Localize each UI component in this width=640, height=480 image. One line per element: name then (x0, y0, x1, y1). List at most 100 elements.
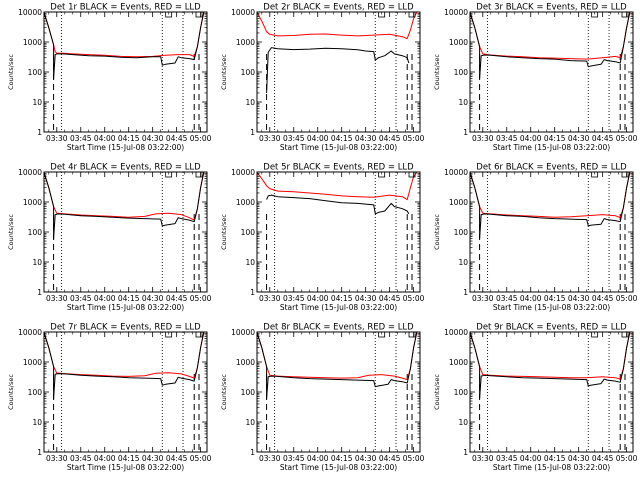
y-axis-label: Counts/sec (220, 214, 228, 250)
x-tick-label: 04:15 (331, 134, 353, 143)
x-tick-label: 05:00 (190, 134, 212, 143)
y-tick-label: 100 (28, 388, 43, 397)
x-tick-label: 04:45 (166, 134, 188, 143)
y-tick-label: 10 (458, 98, 468, 107)
top-marker-2 (621, 172, 629, 178)
x-tick-label: 04:45 (592, 134, 614, 143)
y-tick-label: 10000 (18, 328, 42, 337)
x-tick-label: 04:30 (568, 454, 590, 463)
y-tick-label: 10000 (231, 8, 255, 17)
panel-det-9: Det 9r BLACK = Events, RED = LLD 1 10 100 10… (433, 323, 638, 473)
y-tick-label: 10000 (231, 328, 255, 337)
y-tick-label: 1 (37, 288, 42, 297)
x-tick-label: 04:15 (544, 454, 566, 463)
y-tick-label: 10 (458, 418, 468, 427)
x-tick-label: 03:45 (283, 134, 305, 143)
series-events (266, 194, 410, 215)
x-axis-label: Start Time (15-Jul-08 03:22:00) (493, 143, 610, 152)
panel-det-4: Det 4r BLACK = Events, RED = LLD 1 10 100 10… (7, 163, 212, 313)
top-marker-1 (378, 12, 386, 18)
y-tick-label: 1 (37, 448, 42, 457)
x-tick-label: 04:15 (544, 294, 566, 303)
plot-frame (43, 171, 208, 293)
x-tick-label: 03:30 (472, 454, 494, 463)
y-tick-label: 1000 (449, 198, 468, 207)
plot-frame (43, 11, 208, 133)
x-tick-label: 04:30 (568, 134, 590, 143)
x-tick-label: 04:15 (331, 294, 353, 303)
panel-title: Det 8r BLACK = Events, RED = LLD (263, 323, 414, 333)
top-marker-1 (591, 332, 599, 338)
y-tick-label: 10000 (444, 168, 468, 177)
y-tick-label: 100 (28, 228, 43, 237)
y-tick-label: 1 (463, 128, 468, 137)
top-marker-2 (408, 332, 416, 338)
x-tick-label: 04:45 (379, 134, 401, 143)
x-tick-label: 04:15 (331, 454, 353, 463)
panel-det-5: Det 5r BLACK = Events, RED = LLD 1 10 100 10… (220, 163, 425, 313)
x-tick-label: 04:00 (94, 134, 116, 143)
x-tick-label: 05:00 (403, 134, 425, 143)
y-tick-label: 1000 (23, 358, 42, 367)
x-tick-label: 04:00 (307, 134, 329, 143)
y-tick-label: 100 (241, 228, 256, 237)
x-tick-label: 04:45 (166, 454, 188, 463)
x-tick-label: 03:30 (46, 294, 68, 303)
x-tick-label: 04:15 (118, 294, 140, 303)
x-tick-label: 03:30 (46, 454, 68, 463)
top-marker-2 (408, 172, 416, 178)
y-axis-label: Counts/sec (433, 54, 441, 90)
series-events (44, 172, 205, 240)
panel-det-7: Det 7r BLACK = Events, RED = LLD 1 10 100 10… (7, 323, 212, 473)
x-tick-label: 03:45 (283, 294, 305, 303)
x-tick-label: 04:30 (568, 294, 590, 303)
panel-title: Det 1r BLACK = Events, RED = LLD (50, 3, 201, 13)
y-tick-label: 10000 (231, 168, 255, 177)
y-tick-label: 100 (454, 388, 469, 397)
x-tick-label: 04:45 (379, 294, 401, 303)
plot-frame (469, 331, 634, 453)
x-tick-label: 04:45 (166, 294, 188, 303)
panel-title: Det 4r BLACK = Events, RED = LLD (50, 163, 201, 173)
top-marker-2 (621, 332, 629, 338)
x-axis-label: Start Time (15-Jul-08 03:22:00) (493, 463, 610, 472)
panel-det-6: Det 6r BLACK = Events, RED = LLD 1 10 100 10… (433, 163, 638, 313)
y-tick-label: 1000 (236, 198, 255, 207)
panel-det-8: Det 8r BLACK = Events, RED = LLD 1 10 100 10… (220, 323, 425, 473)
panel-det-1: Det 1r BLACK = Events, RED = LLD 1 10 100 10… (7, 3, 212, 153)
y-tick-label: 10 (32, 418, 42, 427)
y-tick-label: 10 (458, 258, 468, 267)
y-tick-label: 1 (463, 448, 468, 457)
series-lld (470, 172, 631, 219)
x-axis-label: Start Time (15-Jul-08 03:22:00) (280, 303, 397, 312)
x-tick-label: 04:45 (592, 294, 614, 303)
x-tick-label: 04:30 (355, 294, 377, 303)
x-tick-label: 03:45 (496, 134, 518, 143)
series-lld (257, 332, 418, 381)
x-tick-label: 03:30 (472, 134, 494, 143)
x-axis-label: Start Time (15-Jul-08 03:22:00) (67, 143, 184, 152)
x-tick-label: 04:00 (94, 454, 116, 463)
y-tick-label: 1 (250, 288, 255, 297)
series-lld (470, 332, 631, 380)
x-tick-label: 03:30 (259, 454, 281, 463)
x-tick-label: 05:00 (616, 294, 638, 303)
x-tick-label: 05:00 (190, 294, 212, 303)
y-tick-label: 100 (28, 68, 43, 77)
x-axis-label: Start Time (15-Jul-08 03:22:00) (280, 143, 397, 152)
x-tick-label: 03:30 (46, 134, 68, 143)
series-lld (44, 12, 205, 58)
y-axis-label: Counts/sec (433, 214, 441, 250)
y-tick-label: 10000 (444, 8, 468, 17)
y-tick-label: 1 (250, 128, 255, 137)
y-tick-label: 1000 (236, 38, 255, 47)
x-tick-label: 04:30 (355, 454, 377, 463)
panel-title: Det 3r BLACK = Events, RED = LLD (476, 3, 627, 13)
plot-frame (256, 331, 421, 453)
plot-frame (469, 11, 634, 133)
x-tick-label: 05:00 (403, 294, 425, 303)
y-axis-label: Counts/sec (7, 214, 15, 250)
top-marker-1 (378, 332, 386, 338)
y-tick-label: 10 (245, 418, 255, 427)
x-axis-label: Start Time (15-Jul-08 03:22:00) (67, 303, 184, 312)
